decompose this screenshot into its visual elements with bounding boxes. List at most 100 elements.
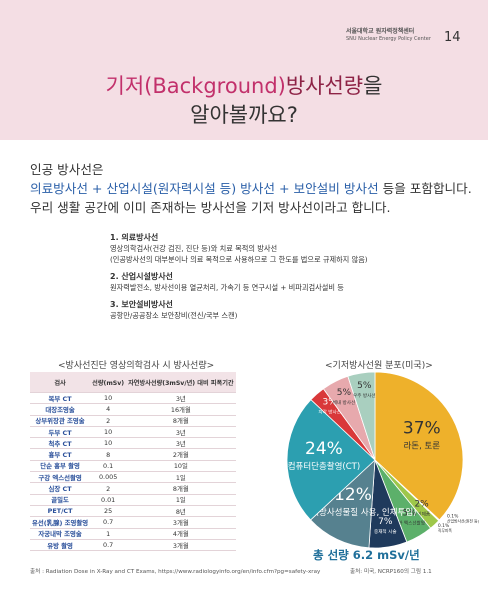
pie-value-label: 37% [403, 419, 441, 439]
cell: PET/CT [30, 505, 91, 518]
row: 단순 흉부 촬영 0.1 10일 [30, 460, 236, 473]
title-c: 을 [363, 74, 383, 98]
org-ko: 서울대학교 원자력정책센터 [346, 28, 415, 35]
row: 복부 CT 10 3년 [30, 392, 236, 405]
chart-title: <기저방사선원 분포(미국)> [325, 361, 433, 371]
header-cell: 선량(mSv) [90, 372, 127, 393]
row: 척추 CT 10 3년 [30, 437, 236, 450]
cell: 0.7 [90, 516, 127, 529]
pie-value-label: 5% [337, 388, 352, 398]
pie-slice [374, 371, 464, 521]
row: PET/CT 25 8년 [30, 505, 236, 518]
pie-value-label: 7% [378, 517, 393, 527]
cell: 3년 [126, 392, 236, 405]
list-title: 2. 산업시설방사선 [110, 272, 173, 281]
cell: 0.01 [90, 494, 127, 506]
list-item: 1. 의료방사선 영상의학검사(건강 검진, 진단 등)와 치료 목적의 방사선 (… [110, 232, 368, 265]
header-cell: 검사 [30, 372, 91, 393]
list-line: 공항만/공공장소 보안장비(전신/국부 스캔) [110, 311, 238, 320]
pie-slice [347, 371, 376, 461]
row: 구강 엑스선촬영 0.005 1일 [30, 471, 236, 484]
cell: 흉부 CT [30, 448, 91, 461]
pie-slice [286, 399, 376, 521]
cell: 유선(乳腺) 조영촬영 [30, 516, 91, 529]
pie-category-label: 우주 방사선 [353, 392, 376, 399]
pie-category-label: 소비제품 [413, 510, 430, 517]
list-title: 3. 보안설비방사선 [110, 300, 173, 309]
row: 자궁내막 조영술 1 4개월 [30, 528, 236, 540]
pie-category-label: 산업방사선(원전 등) [447, 518, 480, 523]
table: 검사 선량(mSv) 자연방사선량(3mSv/년) 대비 피폭기간 복부 CT 10 3년… [30, 372, 236, 552]
cell: 2 [90, 415, 127, 427]
intro-line: 인공 방사선은 [30, 162, 104, 177]
page-number: 14 [444, 30, 461, 45]
cell: 단순 흉부 촬영 [30, 460, 91, 473]
cell: 구강 엑스선촬영 [30, 471, 91, 484]
pie-value-label: 3% [323, 397, 338, 407]
cell: 8년 [126, 505, 236, 518]
row: 심장 CT 2 8개월 [30, 482, 236, 495]
cell: 0.1 [90, 460, 127, 473]
table-title: <방사선진단 영상의학검사 시 방사선량> [58, 361, 215, 371]
header-row: 검사 선량(mSv) 자연방사선량(3mSv/년) 대비 피폭기간 [30, 372, 236, 393]
pie-category-label: 중재적 시술 [374, 528, 397, 535]
cell: 8 [90, 448, 127, 461]
cell: 대장조영술 [30, 403, 91, 416]
cell: 1일 [126, 494, 236, 506]
cell: 두부 CT [30, 426, 91, 439]
cell: 8개월 [126, 415, 236, 427]
pie-value-label: 5% [357, 381, 372, 391]
cell: 8개월 [126, 482, 236, 495]
row: 두부 CT 10 3년 [30, 426, 236, 439]
header-band [0, 0, 488, 140]
cell: 10 [90, 392, 127, 405]
list-line: (인공방사선의 대부분이나 의료 목적으로 사용하므로 그 한도를 법으로 규제… [110, 255, 368, 264]
row: 유방 촬영 0.7 3개월 [30, 539, 236, 552]
cell: 상부위장관 조영술 [30, 415, 91, 427]
cell: 골밀도 [30, 494, 91, 506]
list-line: 영상의학검사(건강 검진, 진단 등)와 치료 목적의 방사선 [110, 244, 278, 253]
row: 상부위장관 조영술 2 8개월 [30, 415, 236, 427]
cell: 3개월 [126, 516, 236, 529]
cell: 4개월 [126, 528, 236, 540]
cell: 3개월 [126, 539, 236, 552]
cell: 10 [90, 437, 127, 450]
pie-value-label: 24% [305, 439, 343, 459]
row: 흉부 CT 8 2개월 [30, 448, 236, 461]
title-b: 방사선량 [285, 74, 364, 98]
title-a: 기저(Background) [105, 74, 286, 98]
cell: 1 [90, 528, 127, 540]
cell: 10일 [126, 460, 236, 473]
row: 대장조영술 4 16개월 [30, 403, 236, 416]
pie-category-label: 핵의학 (방사성물질 사용, 인체투입) [290, 507, 417, 518]
header-cell: 자연방사선량(3mSv/년) 대비 피폭기간 [126, 372, 236, 393]
org-en: SNU Nuclear Energy Policy Center [346, 36, 431, 42]
pie-value-label: 5% [402, 508, 417, 518]
cell: 4 [90, 403, 127, 416]
pie-value-label: 0.1% [438, 523, 450, 529]
cell: 3년 [126, 437, 236, 450]
pie-slice [310, 459, 376, 549]
title-line2: 알아볼까요? [190, 103, 298, 127]
list-line: 원자력발전소, 방사선이용 열균처리, 가속기 등 연구시설 + 비파괴검사설비… [110, 283, 344, 292]
source: 출처: 미국, NCRP160의 그림 1.1 [350, 569, 432, 575]
cell: 25 [90, 505, 127, 518]
cell: 유방 촬영 [30, 539, 91, 552]
pie-category-label: 지각 방사선 [318, 408, 341, 415]
cell: 3년 [126, 426, 236, 439]
logo: 서울대학교 원자력정책센터 SNU Nuclear Energy Policy C… [346, 28, 431, 43]
intro-line: 등을 포함합니다. [378, 181, 472, 196]
cell: 0.7 [90, 539, 127, 552]
pie-value-label: 2% [414, 499, 429, 509]
intro-blue: 의료방사선 + 산업시설(원자력시설 등) 방사선 + 보안설비 방사선 [30, 181, 379, 196]
cell: 2 [90, 482, 127, 495]
row: 골밀도 0.01 1일 [30, 494, 236, 506]
pie-category-label: 컴퓨터단층촬영(CT) [288, 461, 361, 472]
pie-category-label: 직무피폭 [438, 528, 452, 533]
pie-category-label: 라돈, 토론 [403, 442, 440, 452]
